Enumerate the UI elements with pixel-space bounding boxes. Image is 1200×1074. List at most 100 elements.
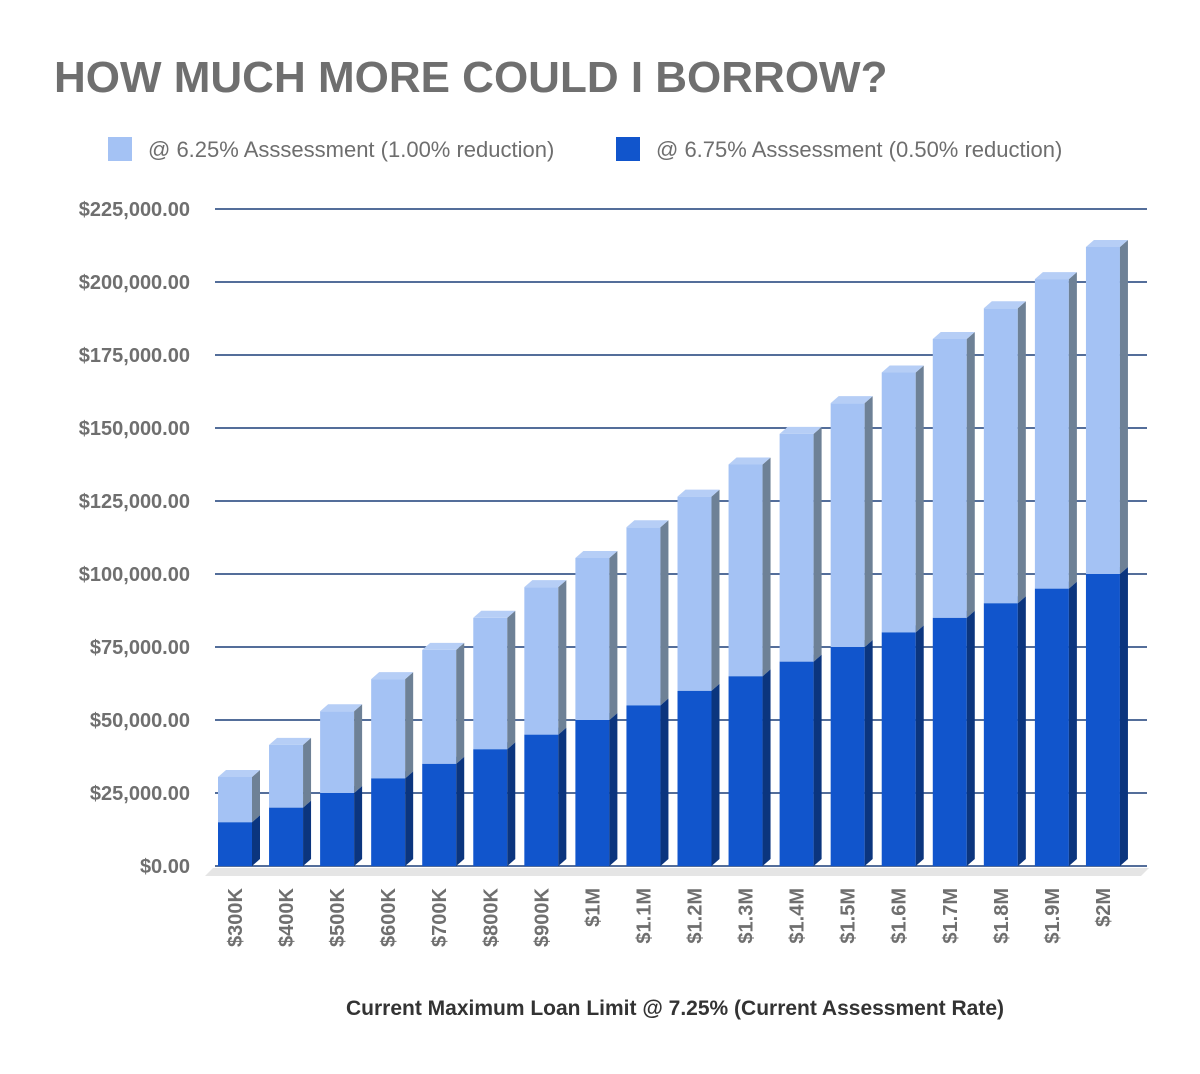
bar-side	[864, 640, 873, 866]
bar-segment	[1034, 581, 1077, 866]
bar-side	[915, 625, 924, 866]
bar-side	[1068, 581, 1077, 866]
x-tick-label: $1M	[582, 888, 604, 927]
bar-front	[320, 711, 355, 793]
bar-segment	[371, 672, 414, 779]
bar-front	[269, 807, 304, 866]
x-tick-label: $700K	[429, 887, 451, 946]
y-tick-label: $150,000.00	[79, 418, 190, 440]
bar-segment	[932, 331, 975, 618]
x-tick-label: $1.6M	[889, 888, 911, 944]
bar-segment	[983, 596, 1026, 866]
bar-segment	[473, 742, 516, 866]
bar-front	[575, 557, 610, 720]
y-tick-label: $175,000.00	[79, 345, 190, 367]
bar-segment	[932, 610, 975, 866]
x-tick-label: $800K	[480, 887, 502, 946]
bar-front	[983, 308, 1018, 604]
bar-front	[677, 690, 712, 866]
bar-side	[1119, 567, 1128, 866]
bar-segment	[218, 815, 260, 866]
bar-top	[779, 426, 822, 434]
bar-front	[626, 705, 661, 866]
bar-top	[626, 520, 669, 528]
x-tick-label: $1.4M	[787, 888, 809, 944]
bar-top	[218, 769, 260, 777]
bar-segment	[626, 698, 669, 866]
bar-segment	[830, 396, 873, 647]
y-tick-label: $50,000.00	[90, 710, 190, 732]
legend-item: @ 6.75% Asssessment (0.50% reduction)	[616, 137, 1062, 162]
bar-front	[728, 464, 763, 677]
bar-side	[609, 550, 618, 720]
bar-segment	[422, 642, 465, 764]
bar-front	[830, 403, 865, 647]
bar-side	[762, 669, 771, 866]
bar-front	[473, 617, 508, 750]
bar-top	[320, 704, 363, 712]
bar-side	[354, 786, 363, 866]
bar-front	[422, 763, 457, 866]
x-tick-label: $1.7M	[940, 888, 962, 944]
bar-side	[303, 800, 312, 866]
bar-segment	[524, 727, 567, 866]
bar-front	[218, 822, 252, 866]
bar-segment	[626, 520, 669, 706]
bar-side	[813, 654, 822, 866]
bar-front	[983, 603, 1018, 866]
x-tick-label: $400K	[276, 887, 298, 946]
bar-side	[456, 642, 465, 764]
bar-segment	[371, 771, 414, 866]
legend: @ 6.25% Asssessment (1.00% reduction) @ 6…	[108, 137, 1062, 162]
bar-front	[626, 527, 661, 706]
bar-segment	[728, 669, 771, 866]
bar-side	[558, 727, 567, 866]
bar-front	[881, 632, 916, 866]
bar-side	[1017, 596, 1026, 866]
bar-front	[473, 749, 508, 866]
legend-label: @ 6.25% Asssessment (1.00% reduction)	[148, 137, 554, 162]
bar-side	[660, 520, 669, 706]
bar-side	[711, 683, 720, 866]
bar-side	[609, 713, 618, 866]
legend-item: @ 6.25% Asssessment (1.00% reduction)	[108, 137, 554, 162]
x-tick-label: $1.1M	[633, 888, 655, 944]
bar-front	[932, 617, 967, 866]
bar-side	[456, 756, 465, 866]
bar-segment	[575, 550, 618, 720]
bar-top	[422, 642, 465, 650]
bar-side	[864, 396, 873, 647]
x-tick-label: $1.9M	[1042, 888, 1064, 944]
bar-side	[558, 580, 567, 735]
bar-front	[677, 496, 712, 691]
bar-segment	[677, 489, 720, 691]
x-tick-label: $2M	[1093, 888, 1115, 927]
bar-side	[711, 489, 720, 691]
bar-front	[728, 676, 763, 866]
bar-side	[660, 698, 669, 866]
x-tick-label: $300K	[225, 887, 247, 946]
legend-swatch	[616, 137, 640, 161]
bar-segment	[524, 580, 567, 735]
bar-segment	[779, 654, 822, 866]
bar-side	[405, 771, 414, 866]
bar-front	[371, 679, 406, 779]
bar-top	[983, 301, 1026, 309]
bar-segment	[320, 704, 363, 793]
x-tick-label: $1.8M	[991, 888, 1013, 944]
y-tick-label: $200,000.00	[79, 272, 190, 294]
bar-top	[524, 580, 567, 588]
bar-front	[779, 433, 814, 662]
bar-segment	[1085, 567, 1128, 866]
bar-side	[966, 610, 975, 866]
bar-front	[1034, 279, 1069, 589]
bar-front	[371, 778, 406, 866]
bar-side	[252, 769, 260, 823]
y-tick-label: $225,000.00	[79, 199, 190, 221]
y-tick-label: $75,000.00	[90, 637, 190, 659]
y-tick-label: $0.00	[140, 856, 190, 878]
bar-front	[524, 587, 559, 735]
bar-segment	[269, 800, 312, 866]
bar-segment	[779, 426, 822, 662]
